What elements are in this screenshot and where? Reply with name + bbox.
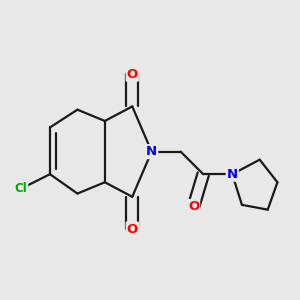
Text: O: O bbox=[127, 68, 138, 81]
Text: N: N bbox=[146, 145, 157, 158]
Text: N: N bbox=[227, 168, 238, 181]
Text: O: O bbox=[127, 223, 138, 236]
Text: O: O bbox=[188, 200, 199, 213]
Text: Cl: Cl bbox=[15, 182, 27, 195]
